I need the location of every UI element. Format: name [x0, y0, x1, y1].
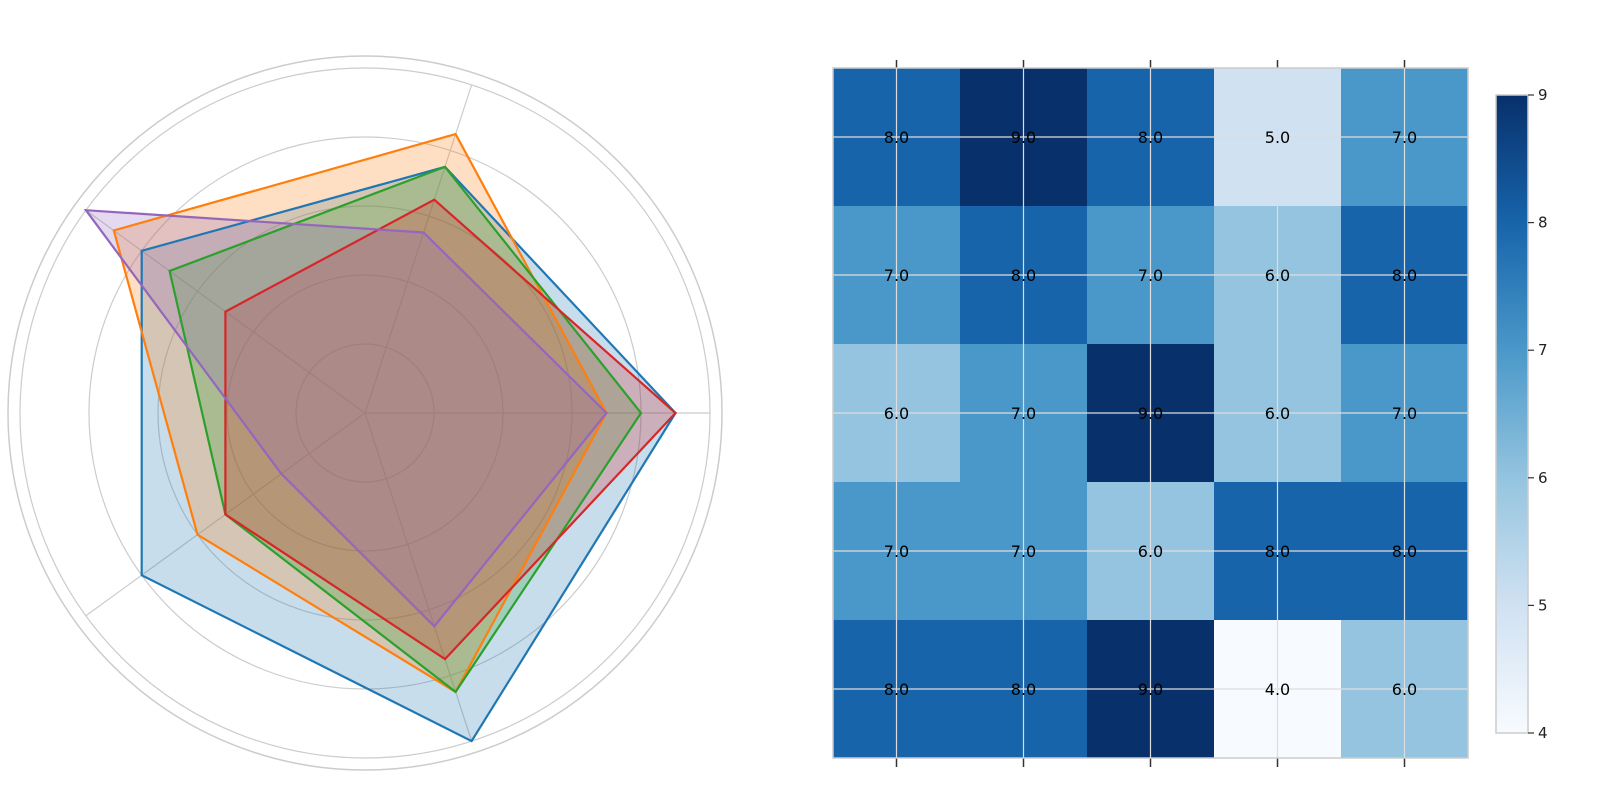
- heatmap-cell-label: 9.0: [1011, 128, 1036, 147]
- heatmap-cell-label: 7.0: [1138, 266, 1163, 285]
- heatmap-cell-label: 8.0: [1011, 680, 1036, 699]
- radar-series-line-1: [112, 132, 608, 694]
- colorbar-tick-label: 5: [1538, 596, 1548, 614]
- heatmap-cell-label: 8.0: [884, 128, 909, 147]
- colorbar-tick-label: 9: [1538, 86, 1548, 104]
- colorbar: 4 5 6 7 8 9: [1495, 86, 1548, 742]
- heatmap-cell-label: 7.0: [1392, 128, 1417, 147]
- radar-spoke-1: [364, 84, 473, 414]
- colorbar-bar: [1495, 94, 1529, 734]
- radar-series-fill-2: [169, 166, 641, 692]
- heatmap-cell-label: 6.0: [1392, 680, 1417, 699]
- radar-series-fill-4: [85, 210, 607, 627]
- heatmap-cell-label: 7.0: [884, 542, 909, 561]
- heatmap-cell-label: 7.0: [1392, 404, 1417, 423]
- radar-series-line-3: [224, 198, 678, 661]
- heatmap-cell-label: 6.0: [884, 404, 909, 423]
- radar-series-line-4: [83, 208, 608, 628]
- radar-series-fill-0: [141, 166, 676, 742]
- heatmap-cell-label: 9.0: [1138, 404, 1163, 423]
- radar-series-fill-1: [113, 134, 607, 692]
- heatmap-cell-label: 7.0: [1011, 542, 1036, 561]
- colorbar-tick-label: 4: [1538, 724, 1548, 742]
- heatmap-cell-label: 8.0: [1138, 128, 1163, 147]
- heatmap-chart: 8.0 9.0 8.0 5.0 7.0 7.0 8.0 7.0 6.0 8.0 6.0 7.0 9.0 6…: [832, 60, 1469, 767]
- heatmap-cell-label: 6.0: [1265, 404, 1290, 423]
- colorbar-tick-label: 7: [1538, 341, 1548, 359]
- heatmap-cell-label: 9.0: [1138, 680, 1163, 699]
- heatmap-cell-label: 7.0: [1011, 404, 1036, 423]
- radar-outer-frame: [7, 55, 723, 771]
- radar-chart: [7, 55, 723, 771]
- heatmap-cell-label: 5.0: [1265, 128, 1290, 147]
- heatmap-cell-label: 7.0: [884, 266, 909, 285]
- heatmap-cell-label: 6.0: [1138, 542, 1163, 561]
- heatmap-cell-label: 4.0: [1265, 680, 1290, 699]
- heatmap-cell-label: 8.0: [1265, 542, 1290, 561]
- heatmap-cell-label: 8.0: [1392, 266, 1417, 285]
- heatmap-cell-label: 8.0: [884, 680, 909, 699]
- heatmap-cell-label: 6.0: [1265, 266, 1290, 285]
- radar-series-line-0: [140, 165, 677, 743]
- heatmap-cell-label: 8.0: [1392, 542, 1417, 561]
- colorbar-tick-label: 8: [1538, 214, 1548, 232]
- heatmap-cell-label: 8.0: [1011, 266, 1036, 285]
- heatmap-frame: [832, 67, 1469, 759]
- radar-spoke-4: [364, 412, 473, 742]
- colorbar-tick-label: 6: [1538, 469, 1548, 487]
- radar-series-line-2: [168, 165, 643, 694]
